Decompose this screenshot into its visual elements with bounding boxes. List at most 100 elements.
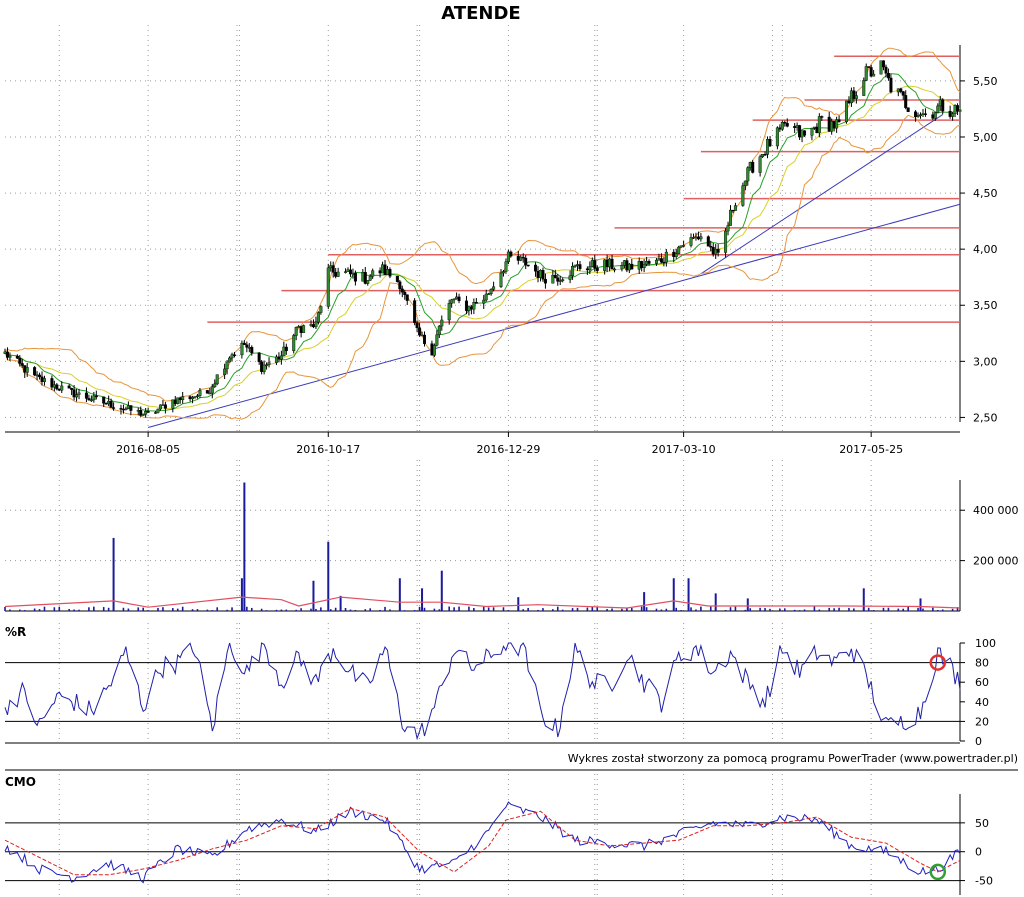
volume-bar-0 bbox=[4, 607, 6, 611]
candle-body-210 bbox=[729, 209, 733, 226]
candle-body-88 bbox=[309, 324, 313, 326]
volume-spike-6 bbox=[398, 578, 401, 611]
volume-bar-126 bbox=[438, 609, 441, 611]
candle-body-80 bbox=[279, 355, 283, 360]
candle-body-251 bbox=[869, 67, 873, 77]
candle-body-262 bbox=[906, 107, 910, 112]
volume-bar-170 bbox=[591, 606, 594, 611]
volume-bar-70 bbox=[246, 606, 248, 611]
candle-body-266 bbox=[921, 113, 925, 115]
candle-body-220 bbox=[763, 154, 767, 156]
volume-bar-100 bbox=[349, 609, 352, 611]
candle-body-45 bbox=[158, 404, 162, 410]
candle-body-138 bbox=[482, 299, 486, 304]
candle-body-111 bbox=[385, 269, 389, 275]
candle-body-95 bbox=[331, 265, 335, 273]
candle-body-54 bbox=[191, 396, 195, 400]
candle-body-108 bbox=[378, 270, 382, 274]
candle-body-69 bbox=[242, 342, 246, 345]
candle-body-182 bbox=[630, 263, 634, 270]
price-y-tick-label-6: 5,50 bbox=[973, 75, 998, 88]
candle-body-241 bbox=[835, 119, 839, 129]
candle-body-202 bbox=[699, 236, 703, 240]
candle-body-23 bbox=[84, 392, 88, 399]
candle-body-147 bbox=[509, 251, 513, 257]
candle-body-64 bbox=[225, 361, 229, 370]
candle-body-156 bbox=[541, 270, 545, 280]
volume-bar-38 bbox=[137, 607, 140, 611]
candle-body-63 bbox=[223, 368, 227, 375]
candle-body-244 bbox=[847, 100, 851, 104]
candle-body-257 bbox=[889, 77, 893, 93]
candle-body-31 bbox=[109, 400, 113, 408]
candle-body-135 bbox=[469, 306, 473, 310]
volume-bar-90 bbox=[315, 608, 317, 611]
candle-body-83 bbox=[292, 335, 296, 352]
candle-body-259 bbox=[899, 88, 903, 92]
volume-bar-156 bbox=[542, 608, 544, 611]
volume-bar-240 bbox=[833, 608, 835, 611]
candle-body-142 bbox=[492, 286, 496, 290]
candle-body-185 bbox=[642, 264, 646, 269]
volume-bar-124 bbox=[433, 608, 436, 611]
volume-spike-1 bbox=[243, 482, 246, 611]
volume-bar-232 bbox=[803, 609, 806, 611]
price-x-tick-label-0: 2016-08-05 bbox=[116, 443, 180, 456]
candle-body-180 bbox=[625, 260, 629, 271]
candle-body-173 bbox=[603, 259, 607, 271]
volume-bar-256 bbox=[887, 607, 890, 611]
candle-body-91 bbox=[316, 312, 320, 323]
candle-body-68 bbox=[240, 342, 244, 356]
candle-body-240 bbox=[832, 120, 836, 129]
candle-body-231 bbox=[800, 130, 804, 138]
moving-average-slow bbox=[4, 85, 961, 410]
candle-body-217 bbox=[751, 162, 755, 173]
candle-body-199 bbox=[691, 237, 695, 239]
candle-body-137 bbox=[474, 301, 478, 304]
candle-body-192 bbox=[664, 251, 668, 263]
volume-bar-80 bbox=[280, 609, 283, 611]
candle-body-99 bbox=[346, 269, 350, 272]
price-x-tick-label-1: 2016-10-17 bbox=[296, 443, 360, 456]
candle-body-70 bbox=[245, 344, 249, 348]
candle-body-117 bbox=[405, 294, 409, 301]
candle-body-158 bbox=[551, 274, 555, 284]
candle-body-143 bbox=[499, 272, 503, 287]
volume-bar-56 bbox=[196, 609, 199, 611]
candle-body-126 bbox=[437, 325, 441, 336]
volume-bar-268 bbox=[932, 607, 934, 611]
candle-body-191 bbox=[662, 261, 666, 264]
volume-bar-20 bbox=[73, 609, 75, 611]
volume-bar-122 bbox=[423, 607, 426, 611]
volume-bar-24 bbox=[88, 607, 90, 611]
candle-body-216 bbox=[748, 162, 752, 168]
candle-body-0 bbox=[3, 351, 7, 354]
volume-spike-16 bbox=[919, 598, 922, 611]
volume-bar-36 bbox=[127, 608, 130, 611]
wr-line bbox=[4, 642, 961, 741]
volume-spike-11 bbox=[672, 578, 675, 611]
volume-bar-234 bbox=[813, 606, 816, 611]
price-x-tick-label-2: 2016-12-29 bbox=[476, 443, 540, 456]
candle-body-152 bbox=[526, 264, 530, 267]
volume-spike-0 bbox=[112, 537, 115, 611]
candle-body-207 bbox=[716, 248, 720, 253]
candle-body-161 bbox=[558, 280, 562, 282]
candle-body-260 bbox=[901, 91, 905, 96]
candle-body-34 bbox=[121, 408, 125, 411]
cmo-y-tick-label-1: 0 bbox=[975, 846, 982, 859]
candle-body-120 bbox=[418, 327, 422, 336]
candle-body-112 bbox=[388, 269, 392, 277]
candle-body-50 bbox=[176, 397, 180, 404]
candle-body-5 bbox=[20, 363, 24, 366]
candle-body-134 bbox=[467, 306, 471, 311]
candle-body-46 bbox=[161, 404, 165, 406]
volume-bar-12 bbox=[43, 606, 46, 611]
candle-body-101 bbox=[351, 272, 355, 275]
candle-body-165 bbox=[573, 265, 577, 267]
candle-body-269 bbox=[933, 112, 937, 119]
candle-body-221 bbox=[766, 139, 770, 155]
candle-body-122 bbox=[423, 334, 427, 344]
volume-bar-64 bbox=[226, 609, 228, 611]
